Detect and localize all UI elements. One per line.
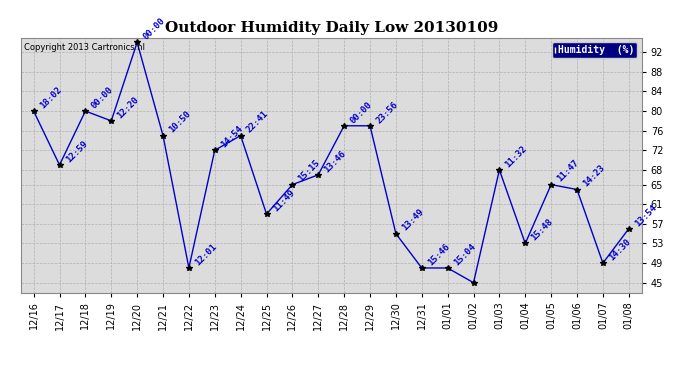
Text: 11:32: 11:32 [504,144,529,169]
Text: 12:59: 12:59 [63,139,89,164]
Text: 00:00: 00:00 [141,16,167,42]
Text: 18:02: 18:02 [38,85,63,110]
Text: 00:00: 00:00 [90,85,115,110]
Text: 22:41: 22:41 [245,110,270,135]
Text: 14:30: 14:30 [607,237,633,262]
Text: 12:01: 12:01 [193,242,219,267]
Text: 23:56: 23:56 [374,100,400,125]
Title: Outdoor Humidity Daily Low 20130109: Outdoor Humidity Daily Low 20130109 [164,21,498,35]
Legend: Humidity  (%): Humidity (%) [552,42,637,58]
Text: 13:54: 13:54 [633,202,658,228]
Text: 10:50: 10:50 [167,110,193,135]
Text: 15:48: 15:48 [529,217,555,243]
Text: 14:23: 14:23 [581,164,607,189]
Text: 12:20: 12:20 [115,95,141,120]
Text: 15:46: 15:46 [426,242,451,267]
Text: 00:00: 00:00 [348,100,374,125]
Text: 13:49: 13:49 [400,207,426,233]
Text: 14:54: 14:54 [219,124,244,150]
Text: 15:15: 15:15 [297,159,322,184]
Text: 11:47: 11:47 [555,159,581,184]
Text: 13:46: 13:46 [322,148,348,174]
Text: Copyright 2013 Cartronics.nl: Copyright 2013 Cartronics.nl [23,43,145,52]
Text: 15:04: 15:04 [452,242,477,267]
Text: 11:49: 11:49 [270,188,296,213]
